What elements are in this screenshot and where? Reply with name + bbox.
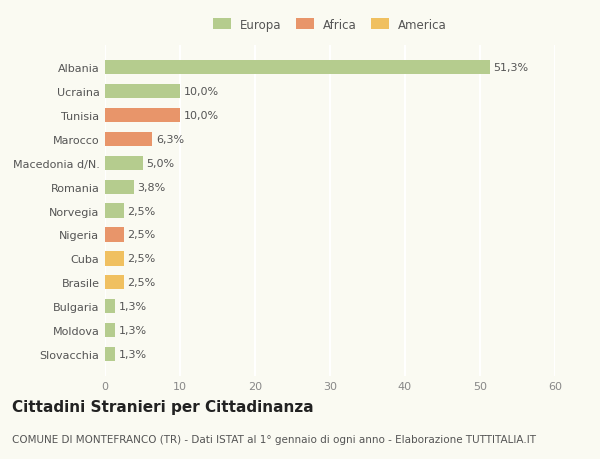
Bar bbox=[105, 180, 133, 195]
Bar bbox=[105, 157, 143, 171]
Bar bbox=[105, 299, 115, 313]
Text: 2,5%: 2,5% bbox=[128, 206, 156, 216]
Text: 1,3%: 1,3% bbox=[119, 302, 146, 312]
Bar bbox=[105, 204, 124, 218]
Text: 1,3%: 1,3% bbox=[119, 349, 146, 359]
Bar bbox=[105, 85, 180, 99]
Text: COMUNE DI MONTEFRANCO (TR) - Dati ISTAT al 1° gennaio di ogni anno - Elaborazion: COMUNE DI MONTEFRANCO (TR) - Dati ISTAT … bbox=[12, 434, 536, 444]
Text: 2,5%: 2,5% bbox=[128, 230, 156, 240]
Text: 1,3%: 1,3% bbox=[119, 325, 146, 336]
Bar bbox=[105, 275, 124, 290]
Text: 51,3%: 51,3% bbox=[493, 63, 529, 73]
Text: 2,5%: 2,5% bbox=[128, 278, 156, 288]
Text: 6,3%: 6,3% bbox=[156, 134, 184, 145]
Bar bbox=[105, 133, 152, 147]
Text: 5,0%: 5,0% bbox=[146, 158, 175, 168]
Bar bbox=[105, 228, 124, 242]
Bar bbox=[105, 109, 180, 123]
Bar bbox=[105, 252, 124, 266]
Text: Cittadini Stranieri per Cittadinanza: Cittadini Stranieri per Cittadinanza bbox=[12, 399, 314, 414]
Bar bbox=[105, 323, 115, 337]
Text: 10,0%: 10,0% bbox=[184, 111, 219, 121]
Text: 10,0%: 10,0% bbox=[184, 87, 219, 97]
Text: 3,8%: 3,8% bbox=[137, 182, 166, 192]
Bar bbox=[105, 347, 115, 361]
Legend: Europa, Africa, America: Europa, Africa, America bbox=[213, 19, 447, 32]
Bar bbox=[105, 61, 490, 75]
Text: 2,5%: 2,5% bbox=[128, 254, 156, 264]
